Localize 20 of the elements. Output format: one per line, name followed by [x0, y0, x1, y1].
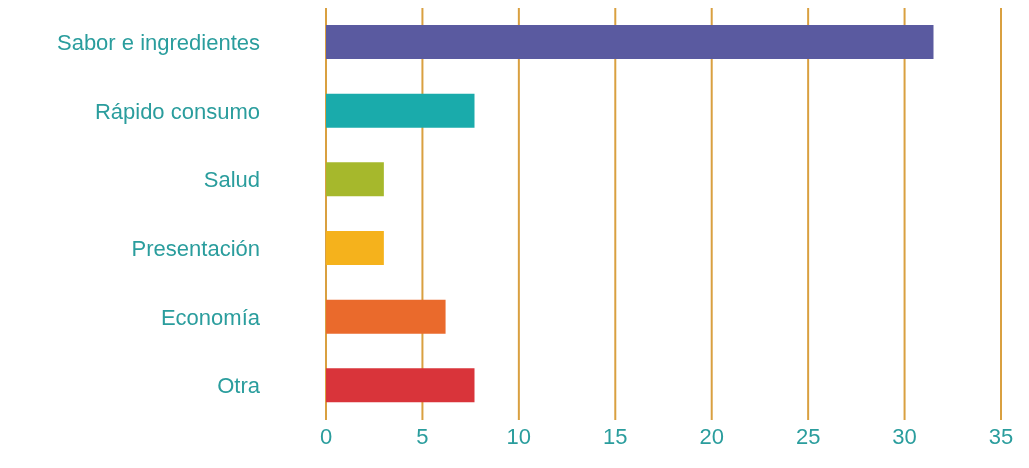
bar	[326, 93, 475, 128]
x-tick-label: 20	[699, 423, 724, 449]
x-tick-label: 10	[506, 423, 532, 449]
bar	[326, 299, 446, 334]
bar	[326, 368, 475, 403]
y-tick-label: Salud	[203, 167, 260, 193]
bar	[326, 231, 384, 265]
x-tick-label: 5	[416, 423, 429, 449]
x-tick-label: 25	[795, 423, 821, 449]
x-tick-label: 35	[988, 423, 1014, 449]
bar	[326, 162, 384, 197]
y-tick-label: Economía	[160, 304, 261, 330]
x-tick-label: 0	[319, 423, 333, 449]
bar	[326, 25, 934, 59]
y-tick-label: Sabor e ingredientes	[56, 30, 260, 56]
x-tick-label: 30	[892, 423, 917, 449]
x-tick-label: 15	[603, 423, 628, 449]
y-tick-label: Otra	[217, 373, 261, 399]
y-tick-label: Rápido consumo	[94, 98, 260, 124]
y-tick-label: Presentación	[131, 236, 260, 262]
